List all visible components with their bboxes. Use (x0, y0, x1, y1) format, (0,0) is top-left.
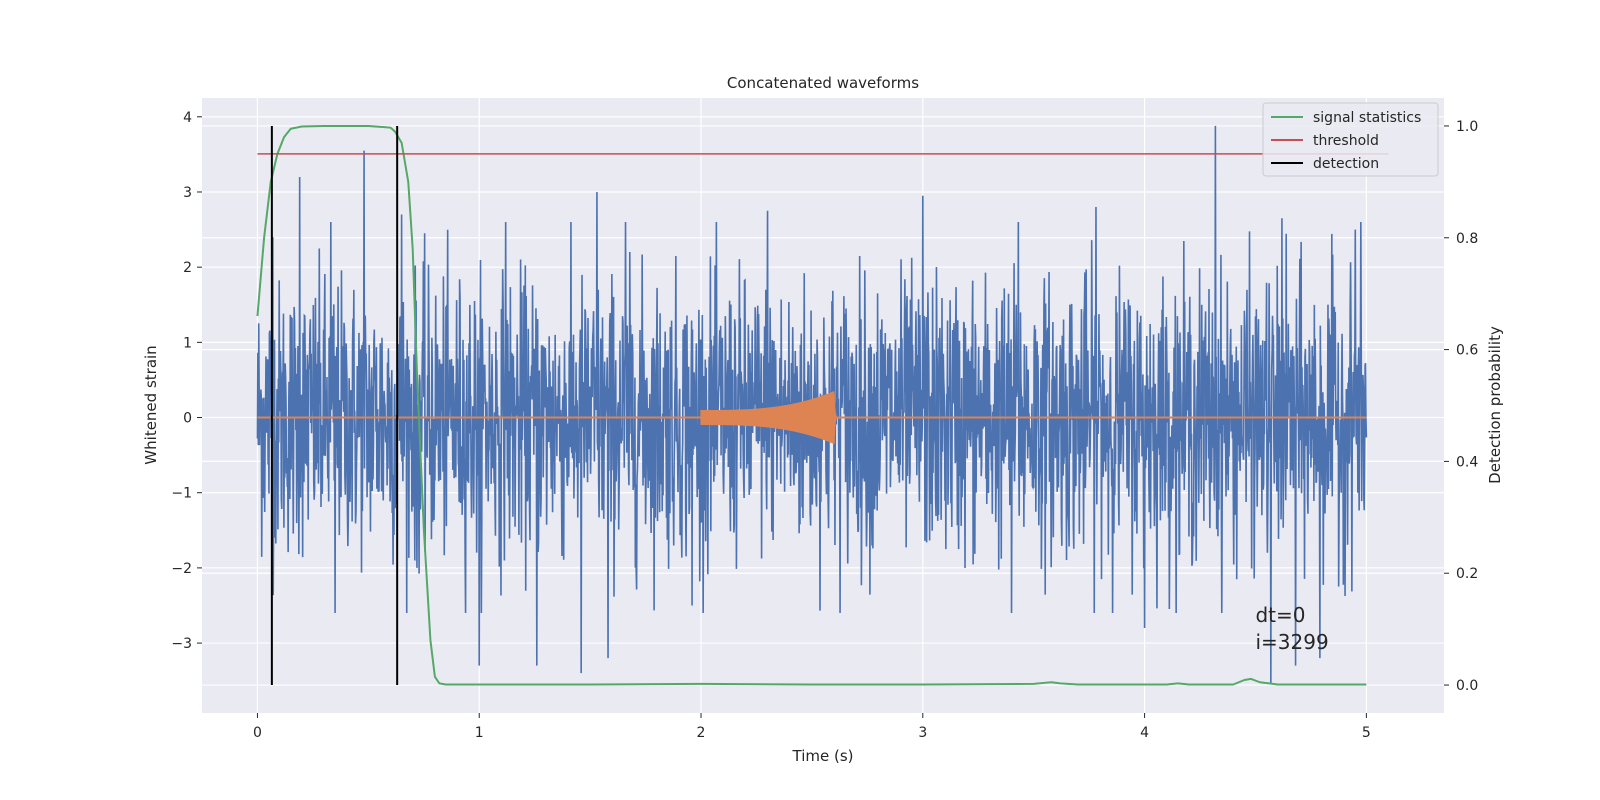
y-right-tick-label: 1.0 (1456, 119, 1478, 135)
y-axis-label-right: Detection probability (1486, 326, 1504, 484)
y-right-tick-label: 0.6 (1456, 343, 1478, 359)
annotation-text: i=3299 (1255, 630, 1328, 654)
signal-statistics-line (256, 124, 1367, 686)
x-tick-label: 3 (918, 725, 927, 741)
y-tick-label: −2 (171, 561, 192, 577)
legend-box (1262, 102, 1439, 177)
x-tick-label: 4 (1140, 725, 1149, 741)
plot-lines (256, 124, 1389, 686)
y-right-tick-label: 0.8 (1456, 231, 1478, 247)
chart-title: Concatenated waveforms (727, 74, 919, 92)
y-tick-label: 1 (183, 335, 192, 351)
x-tick-label: 1 (475, 725, 484, 741)
y-tick-label: −1 (171, 486, 192, 502)
injected-waveform-line (700, 391, 838, 444)
y-tick-label: −3 (171, 636, 192, 652)
x-tick-label: 0 (253, 725, 262, 741)
legend-label: threshold (1313, 133, 1379, 149)
legend: signal statistics threshold detection (1262, 102, 1439, 177)
y-right-tick-label: 0.4 (1456, 454, 1478, 470)
ticks: 0 1 2 3 4 5 −3 −2 −1 0 1 2 3 4 0.0 0.2 0.4 0.6 0.8 1.0 (171, 110, 1478, 741)
annotations: dt=0 i=3299 (1255, 603, 1328, 654)
y-tick-label: 0 (183, 411, 192, 427)
y-tick-label: 4 (183, 110, 192, 126)
y-axis-label: Whitened strain (142, 345, 160, 464)
annotation-text: dt=0 (1255, 603, 1305, 627)
y-right-tick-label: 0.2 (1456, 566, 1478, 582)
legend-label: signal statistics (1313, 110, 1421, 126)
y-right-tick-label: 0.0 (1456, 678, 1478, 694)
legend-label: detection (1313, 156, 1379, 172)
x-tick-label: 5 (1362, 725, 1371, 741)
y-tick-label: 2 (183, 260, 192, 276)
y-tick-label: 3 (183, 185, 192, 201)
x-tick-label: 2 (697, 725, 706, 741)
x-axis-label: Time (s) (792, 747, 854, 765)
